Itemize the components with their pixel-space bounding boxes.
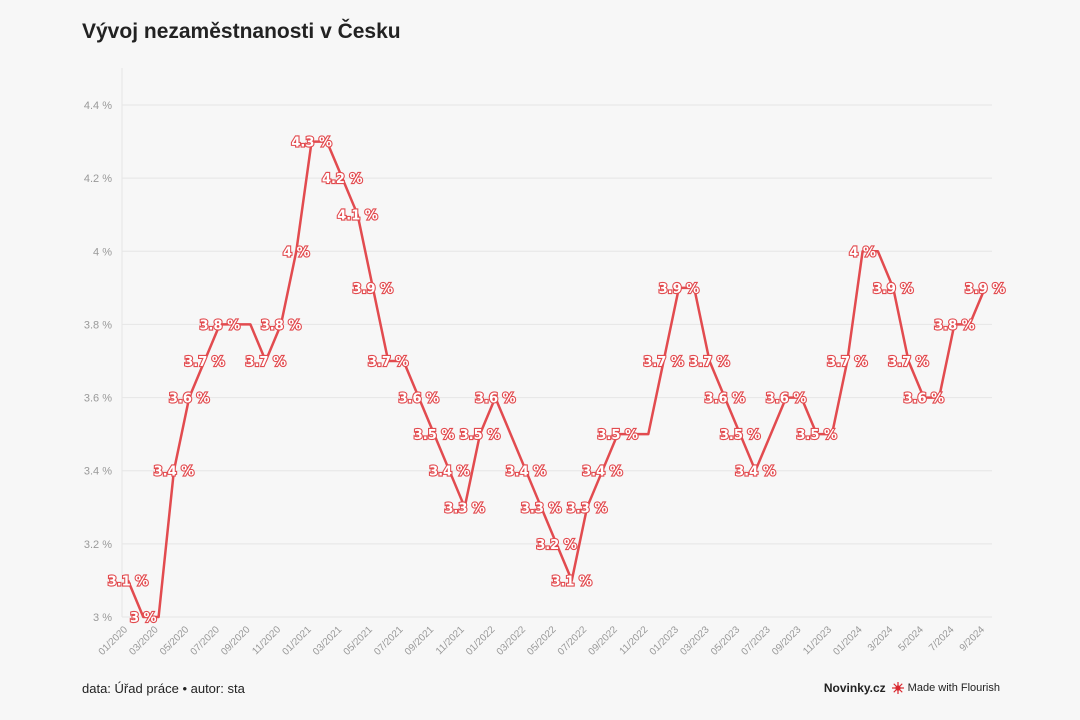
- data-label: 3.2 %: [536, 538, 577, 553]
- series-line-layer: [126, 140, 987, 619]
- chart-title: Vývoj nezaměstnanosti v Česku: [82, 20, 401, 43]
- data-label: 3.9 %: [965, 282, 1006, 297]
- y-tick-label: 4 %: [93, 246, 112, 258]
- data-label: 3.7 %: [689, 355, 730, 370]
- data-label: 3.8 %: [200, 318, 241, 333]
- data-label: 4.1 %: [337, 209, 378, 224]
- data-label: 3.5 %: [720, 428, 761, 443]
- x-tick-label: 01/2023: [648, 624, 682, 658]
- flourish-logo-icon: [891, 682, 904, 694]
- data-label: 3.9 %: [659, 282, 700, 297]
- data-label: 3.7 %: [368, 355, 409, 370]
- data-label: 3.6 %: [398, 392, 439, 407]
- y-tick-label: 3.6 %: [84, 393, 112, 405]
- data-label: 3.3 %: [521, 501, 562, 516]
- data-label: 4.2 %: [322, 172, 363, 187]
- series-line: [126, 140, 987, 619]
- data-label: 3.4 %: [154, 465, 195, 480]
- x-tick-label: 03/2020: [127, 624, 161, 658]
- y-tick-label: 4.4 %: [84, 100, 112, 112]
- x-tick-label: 01/2024: [831, 624, 865, 658]
- data-label: 3.8 %: [934, 318, 975, 333]
- y-tick-label: 3.4 %: [84, 466, 112, 478]
- x-tick-label: 01/2021: [280, 624, 314, 658]
- data-label: 3.4 %: [735, 465, 776, 480]
- data-label: 3.1 %: [108, 574, 149, 589]
- x-tick-label: 7/2024: [927, 624, 957, 654]
- y-tick-label: 3 %: [93, 612, 112, 624]
- x-tick-label: 07/2020: [189, 624, 223, 658]
- data-label: 3.6 %: [705, 392, 746, 407]
- x-tick-label: 11/2020: [250, 624, 283, 657]
- x-tick-label: 07/2022: [556, 624, 590, 658]
- data-label: 3.3 %: [567, 501, 608, 516]
- x-tick-label: 3/2024: [866, 624, 896, 654]
- data-label: 3.9 %: [873, 282, 914, 297]
- data-label: 4 %: [849, 245, 876, 260]
- x-tick-label: 09/2020: [219, 624, 253, 658]
- x-tick-label: 03/2023: [678, 624, 712, 658]
- x-tick-label: 03/2022: [495, 624, 529, 658]
- x-tick-label: 03/2021: [311, 624, 345, 658]
- data-label: 3.7 %: [827, 355, 868, 370]
- data-label: 4 %: [283, 245, 310, 260]
- x-tick-label: 05/2023: [709, 624, 743, 658]
- data-label: 3.6 %: [903, 392, 944, 407]
- data-label: 3.5 %: [414, 428, 455, 443]
- x-tick-label: 11/2021: [434, 624, 467, 657]
- y-axis-ticks: 3 % 3.2 % 3.4 % 3.6 % 3.8 % 4 % 4.2 % 4.4 %: [84, 100, 112, 624]
- x-tick-label: 07/2023: [740, 624, 774, 658]
- x-tick-label: 5/2024: [896, 624, 926, 654]
- data-label-layer: 3.1 % 3 % 3.4 % 3.6 % 3.7 % 3.8 % 3.7 % 3.8 % 4 …: [107, 134, 1007, 627]
- data-label: 3.4 %: [582, 465, 623, 480]
- data-label: 3.5 %: [460, 428, 501, 443]
- data-label: 3.1 %: [552, 574, 593, 589]
- x-tick-label: 05/2020: [158, 624, 192, 658]
- data-label: 3.9 %: [353, 282, 394, 297]
- data-label: 3.8 %: [261, 318, 302, 333]
- data-label: 3.7 %: [184, 355, 225, 370]
- y-tick-label: 4.2 %: [84, 173, 112, 185]
- brand-link[interactable]: Novinky.cz: [823, 681, 886, 695]
- data-label: 3.7 %: [888, 355, 929, 370]
- flourish-credit[interactable]: Made with Flourish: [891, 682, 1000, 694]
- data-label: 3 %: [130, 611, 157, 626]
- footer-branding: Novinky.cz Made with Flourish: [824, 681, 1000, 695]
- x-axis-ticks: 01/202003/202005/202007/202009/202011/20…: [97, 624, 988, 658]
- data-label: 3.6 %: [169, 392, 210, 407]
- x-tick-label: 07/2021: [372, 624, 406, 658]
- data-label: 3.3 %: [444, 501, 485, 516]
- data-label: 3.4 %: [429, 465, 470, 480]
- grid-layer: [121, 68, 992, 618]
- made-with-label: Made with Flourish: [907, 682, 1000, 694]
- x-tick-label: 09/2023: [770, 624, 804, 658]
- x-tick-label: 09/2022: [586, 624, 620, 658]
- data-label: 3.5 %: [796, 428, 837, 443]
- data-label: 3.6 %: [766, 392, 807, 407]
- data-label: 3.7 %: [245, 355, 286, 370]
- x-tick-label: 11/2023: [801, 624, 834, 657]
- x-tick-label: 9/2024: [958, 624, 988, 654]
- data-label: 3.7 %: [643, 355, 684, 370]
- source-credit: data: Úřad práce • autor: sta: [82, 681, 245, 696]
- x-tick-label: 01/2022: [464, 624, 498, 658]
- y-tick-label: 3.2 %: [84, 539, 112, 551]
- x-tick-label: 01/2020: [97, 624, 131, 658]
- data-label: 3.5 %: [597, 428, 638, 443]
- x-tick-label: 09/2021: [403, 624, 437, 658]
- data-label: 3.4 %: [506, 465, 547, 480]
- y-tick-label: 3.8 %: [84, 319, 112, 331]
- x-tick-label: 05/2022: [525, 624, 559, 658]
- data-label: 3.6 %: [475, 392, 516, 407]
- x-tick-label: 05/2021: [342, 624, 376, 658]
- x-tick-label: 11/2022: [618, 624, 651, 657]
- data-label: 4.3 %: [291, 136, 332, 151]
